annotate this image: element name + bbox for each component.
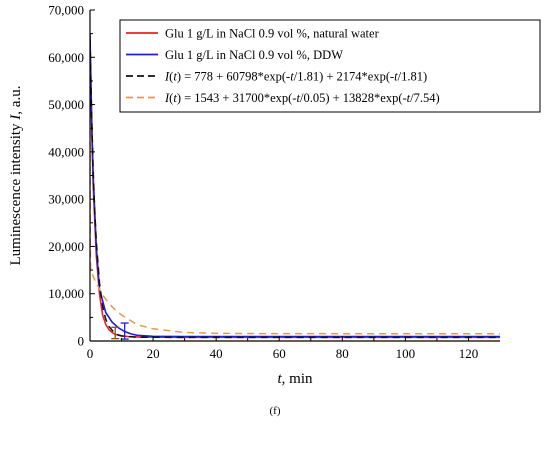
y-tick-label-5: 50,000 — [48, 97, 84, 112]
legend-box — [119, 19, 541, 113]
series-layer — [90, 33, 500, 340]
y-tick-label-0: 0 — [78, 334, 85, 349]
y-tick-label-1: 10,000 — [48, 286, 84, 301]
x-tick-label-3: 60 — [273, 346, 286, 361]
x-tick-label-1: 20 — [147, 346, 160, 361]
x-tick-label-4: 80 — [336, 346, 349, 361]
x-tick-label-2: 40 — [210, 346, 223, 361]
y-tick-label-3: 30,000 — [48, 192, 84, 207]
y-tick-label-2: 20,000 — [48, 239, 84, 254]
plot-area — [90, 33, 500, 340]
x-tick-label-6: 120 — [459, 346, 479, 361]
legend-label-3: I(t) = 778 + 60798*exp(-t/1.81) + 2174*e… — [164, 70, 427, 84]
y-tick-label-4: 40,000 — [48, 144, 84, 159]
x-axis-title: t, min — [277, 371, 313, 387]
series-line-4 — [90, 118, 500, 335]
x-tick-label-0: 0 — [87, 346, 94, 361]
series-line-3 — [90, 39, 500, 339]
legend: Glu 1 g/L in NaCl 0.9 vol %, natural wat… — [119, 19, 541, 113]
legend-label-1: Glu 1 g/L in NaCl 0.9 vol %, natural wat… — [165, 27, 380, 41]
legend-label-4: I(t) = 1543 + 31700*exp(-t/0.05) + 13828… — [164, 91, 440, 105]
x-tick-label-5: 100 — [396, 346, 416, 361]
y-tick-label-7: 70,000 — [48, 3, 84, 18]
chart: 0 20 40 60 80 100 120 0 10,000 20,000 30,000 40,000… — [8, 3, 541, 387]
legend-label-2: Glu 1 g/L in NaCl 0.9 vol %, DDW — [165, 48, 343, 62]
figure-caption: (f) — [269, 405, 281, 417]
axes-layer: 0 20 40 60 80 100 120 0 10,000 20,000 30,000 40,000… — [8, 3, 500, 387]
y-tick-label-6: 60,000 — [48, 50, 84, 65]
y-axis-title: Luminescence intensity I, a.u. — [8, 86, 24, 266]
